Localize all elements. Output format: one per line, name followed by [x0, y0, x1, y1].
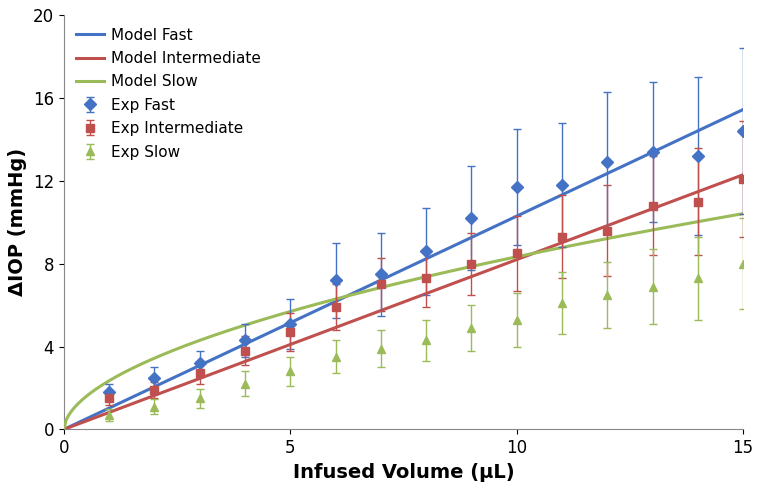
- Legend: Model Fast, Model Intermediate, Model Slow, Exp Fast, Exp Intermediate, Exp Slow: Model Fast, Model Intermediate, Model Sl…: [72, 23, 266, 164]
- Model Slow: [675, 222, 684, 228]
- Model Slow: [738, 211, 748, 217]
- Model Fast: [738, 107, 748, 113]
- Model Slow: [632, 230, 641, 236]
- Y-axis label: ΔIOP (mmHg): ΔIOP (mmHg): [8, 148, 27, 296]
- Model Intermediate: [738, 172, 748, 178]
- Model Slow: [62, 417, 71, 423]
- Model Intermediate: [475, 270, 484, 276]
- Line: Model Slow: Model Slow: [64, 214, 743, 429]
- Model Slow: [463, 264, 472, 270]
- Model Fast: [59, 426, 69, 432]
- Model Fast: [463, 236, 472, 242]
- Model Intermediate: [59, 426, 69, 432]
- Model Intermediate: [62, 426, 71, 432]
- Line: Model Intermediate: Model Intermediate: [64, 175, 743, 429]
- Model Intermediate: [632, 212, 641, 218]
- X-axis label: Infused Volume (μL): Infused Volume (μL): [293, 463, 514, 482]
- Model Fast: [675, 137, 684, 143]
- Model Slow: [59, 426, 69, 432]
- Model Fast: [62, 425, 71, 431]
- Model Fast: [461, 237, 470, 243]
- Model Intermediate: [463, 275, 472, 281]
- Line: Model Fast: Model Fast: [64, 110, 743, 429]
- Model Fast: [475, 231, 484, 237]
- Model Slow: [461, 265, 470, 270]
- Model Fast: [632, 157, 641, 163]
- Model Intermediate: [675, 196, 684, 201]
- Model Intermediate: [461, 276, 470, 282]
- Model Slow: [475, 262, 484, 268]
